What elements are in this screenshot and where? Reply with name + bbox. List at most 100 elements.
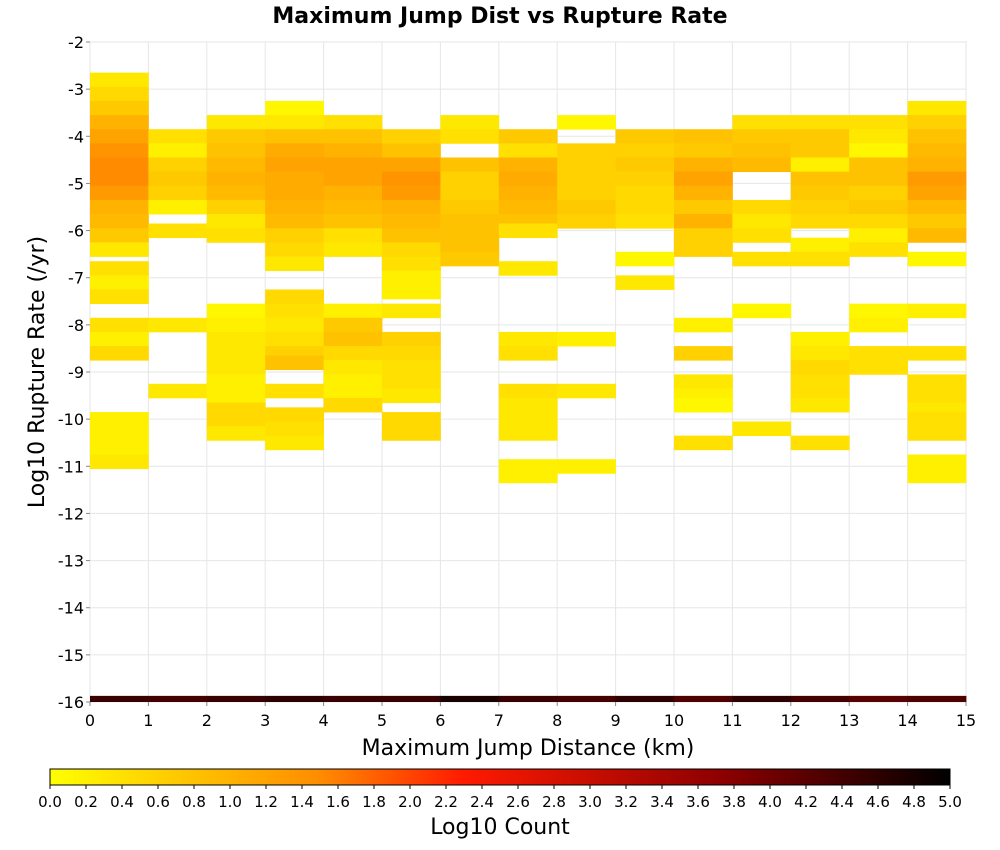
heatmap-cell xyxy=(440,115,500,130)
heatmap-cell xyxy=(498,157,558,173)
heatmap-cell xyxy=(674,143,733,158)
heatmap-cell xyxy=(90,100,149,116)
heatmap-cell xyxy=(90,157,149,173)
heatmap-cell xyxy=(265,383,324,399)
heatmap-cell xyxy=(674,185,733,201)
colorbar xyxy=(49,768,951,786)
heatmap-cell xyxy=(674,374,733,389)
heatmap-cell xyxy=(790,251,850,267)
heatmap-cell xyxy=(849,129,908,144)
heatmap-cell xyxy=(849,171,908,187)
heatmap-floor-cell xyxy=(732,695,792,702)
heatmap-cell xyxy=(265,289,324,305)
x-tick-label: 0 xyxy=(85,711,95,730)
colorbar-tick-label: 4.0 xyxy=(758,793,782,811)
heatmap-cell xyxy=(498,185,558,201)
heatmap-floor-cell xyxy=(849,695,908,702)
heatmap-floor-cell xyxy=(790,695,850,702)
x-axis-label: Maximum Jump Distance (km) xyxy=(362,736,695,761)
colorbar-tick-label: 2.0 xyxy=(398,793,422,811)
heatmap-cell xyxy=(674,214,733,229)
heatmap-cell xyxy=(615,129,675,144)
heatmap-cell xyxy=(90,261,149,276)
heatmap-cell xyxy=(265,355,324,371)
heatmap-cell xyxy=(498,223,558,239)
y-tick-label: -13 xyxy=(58,552,84,571)
y-tick-label: -8 xyxy=(68,316,84,335)
heatmap-floor-cell xyxy=(615,695,675,702)
heatmap-cell xyxy=(498,426,558,441)
heatmap-cell xyxy=(907,346,967,361)
heatmap-cell xyxy=(732,115,792,130)
heatmap-cell xyxy=(323,360,383,375)
heatmap-cell xyxy=(206,171,266,187)
heatmap-cell xyxy=(907,426,967,441)
heatmap-cell xyxy=(790,171,850,187)
heatmap-cell xyxy=(90,199,149,215)
heatmap-cell xyxy=(498,468,558,484)
heatmap-cell xyxy=(498,143,558,158)
heatmap-cell xyxy=(90,115,149,130)
heatmap-cell xyxy=(323,115,383,130)
colorbar-tick-label: 0.0 xyxy=(38,793,62,811)
colorbar-tick-label: 0.8 xyxy=(182,793,206,811)
y-tick-label: -14 xyxy=(58,599,84,618)
colorbar-tick-label: 2.8 xyxy=(542,793,566,811)
heatmap-cells xyxy=(90,72,967,702)
heatmap-cell xyxy=(440,214,500,229)
heatmap-cell xyxy=(790,346,850,361)
heatmap-cell xyxy=(732,251,792,267)
heatmap-cell xyxy=(440,228,500,243)
colorbar-tick-label: 3.8 xyxy=(722,793,746,811)
x-tick-label: 8 xyxy=(552,711,562,730)
heatmap-cell xyxy=(849,185,908,201)
heatmap-cell xyxy=(265,214,324,229)
heatmap-cell xyxy=(498,383,558,399)
heatmap-cell xyxy=(849,143,908,158)
heatmap-cell xyxy=(674,157,733,173)
heatmap-cell xyxy=(849,360,908,375)
heatmap-cell xyxy=(148,143,208,158)
heatmap-cell xyxy=(498,346,558,361)
colorbar-tick-label: 4.4 xyxy=(830,793,854,811)
colorbar-tick-label: 4.6 xyxy=(866,793,890,811)
heatmap-cell xyxy=(206,115,266,130)
heatmap-cell xyxy=(557,214,616,229)
heatmap-cell xyxy=(557,185,616,201)
heatmap-cell xyxy=(382,171,441,187)
heatmap-cell xyxy=(849,303,908,319)
heatmap-cell xyxy=(674,346,733,361)
heatmap-cell xyxy=(440,251,500,267)
heatmap-cell xyxy=(440,199,500,215)
heatmap-cell xyxy=(615,275,675,290)
x-tick-label: 3 xyxy=(260,711,270,730)
x-tick-label: 14 xyxy=(897,711,917,730)
heatmap-cell xyxy=(382,256,441,272)
heatmap-cell xyxy=(615,157,675,173)
heatmap-cell xyxy=(206,402,266,418)
heatmap-cell xyxy=(265,199,324,215)
heatmap-cell xyxy=(323,317,383,333)
y-tick-label: -5 xyxy=(68,174,84,193)
colorbar-tick-label: 5.0 xyxy=(938,793,962,811)
heatmap-cell xyxy=(206,214,266,229)
y-axis-label: Log10 Rupture Rate (/yr) xyxy=(25,236,50,508)
heatmap-floor-cell xyxy=(674,695,733,702)
heatmap-cell xyxy=(674,199,733,215)
heatmap-cell xyxy=(382,185,441,201)
y-tick-label: -12 xyxy=(58,504,84,523)
heatmap-cell xyxy=(265,407,324,422)
heatmap-cell xyxy=(265,157,324,173)
heatmap-cell xyxy=(790,129,850,144)
heatmap-cell xyxy=(323,214,383,229)
heatmap-cell xyxy=(206,228,266,243)
heatmap-floor-cell xyxy=(557,695,616,702)
heatmap-cell xyxy=(790,214,850,229)
heatmap-cell xyxy=(323,143,383,158)
heatmap-cell xyxy=(90,426,149,441)
colorbar-tick-label: 4.8 xyxy=(902,793,926,811)
colorbar-tick-label: 4.2 xyxy=(794,793,818,811)
x-tick-label: 4 xyxy=(319,711,329,730)
heatmap-cell xyxy=(206,374,266,389)
heatmap-cell xyxy=(382,346,441,361)
